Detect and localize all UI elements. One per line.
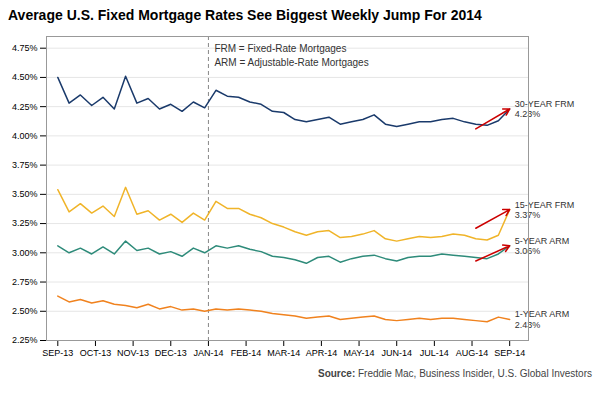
svg-text:OCT-13: OCT-13 <box>80 348 112 358</box>
svg-text:30-YEAR FRM: 30-YEAR FRM <box>515 99 575 109</box>
svg-text:JAN-14: JAN-14 <box>193 348 223 358</box>
svg-text:MAY-14: MAY-14 <box>344 348 375 358</box>
svg-text:JUN-14: JUN-14 <box>381 348 412 358</box>
svg-text:2.43%: 2.43% <box>515 320 541 330</box>
svg-text:1-YEAR ARM: 1-YEAR ARM <box>515 309 570 319</box>
svg-text:3.50%: 3.50% <box>12 189 38 199</box>
svg-text:5-YEAR ARM: 5-YEAR ARM <box>515 236 570 246</box>
svg-text:AUG-14: AUG-14 <box>456 348 489 358</box>
svg-text:3.25%: 3.25% <box>12 218 38 228</box>
html-text:Average U.S. Fixed Mortgage Ra: Average U.S. Fixed Mortgage Rates See Bi… <box>8 7 482 23</box>
svg-text:JUL-14: JUL-14 <box>420 348 449 358</box>
svg-text:3.06%: 3.06% <box>515 246 541 256</box>
svg-text:DEC-13: DEC-13 <box>155 348 187 358</box>
svg-text:FEB-14: FEB-14 <box>231 348 262 358</box>
svg-text:15-YEAR FRM: 15-YEAR FRM <box>515 200 575 210</box>
svg-text:MAR-14: MAR-14 <box>267 348 300 358</box>
svg-text:2.25%: 2.25% <box>12 335 38 345</box>
svg-text:APR-14: APR-14 <box>306 348 338 358</box>
svg-text:NOV-13: NOV-13 <box>117 348 149 358</box>
html-text:Source: Freddie Mac, Business: Source: Freddie Mac, Business Insider, U… <box>318 368 592 379</box>
svg-text:4.00%: 4.00% <box>12 131 38 141</box>
svg-text:3.75%: 3.75% <box>12 160 38 170</box>
svg-text:4.75%: 4.75% <box>12 43 38 53</box>
svg-text:2.50%: 2.50% <box>12 306 38 316</box>
svg-text:SEP-14: SEP-14 <box>494 348 525 358</box>
svg-text:FRM = Fixed-Rate MortgagesARM: FRM = Fixed-Rate MortgagesARM = Adjustab… <box>214 43 368 68</box>
svg-text:4.25%: 4.25% <box>12 102 38 112</box>
svg-text:4.50%: 4.50% <box>12 72 38 82</box>
svg-text:3.37%: 3.37% <box>515 210 541 220</box>
svg-text:2.75%: 2.75% <box>12 277 38 287</box>
svg-text:3.00%: 3.00% <box>12 248 38 258</box>
svg-text:SEP-13: SEP-13 <box>42 348 73 358</box>
svg-text:4.23%: 4.23% <box>515 109 541 119</box>
